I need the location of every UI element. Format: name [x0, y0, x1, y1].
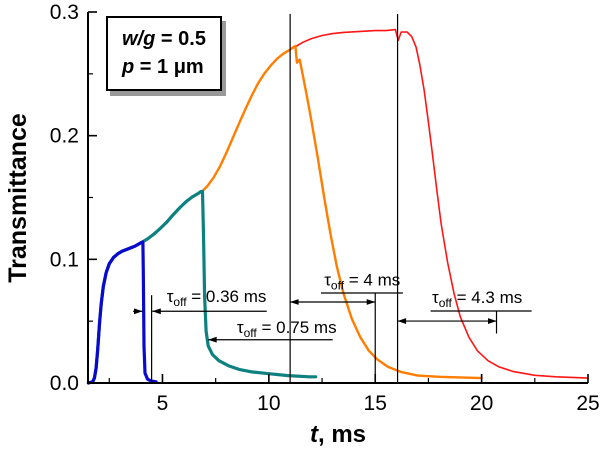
annotation-4-arrowhead — [488, 318, 497, 324]
legend-wg-variable: w/g — [122, 28, 156, 50]
annotation-1-label: τoff = 0.36 ms — [167, 287, 267, 309]
annotation-2-arrowhead — [208, 336, 217, 343]
annotation-3-arrowhead — [290, 299, 299, 305]
series-curve-blue-tau-off-0p36ms — [86, 240, 158, 385]
annotation-4-label: τoff = 4.3 ms — [432, 288, 522, 310]
x-tick-label: 20 — [470, 392, 493, 415]
x-tick-label: 10 — [257, 392, 280, 415]
x-tick-label: 25 — [576, 392, 599, 415]
y-tick-label: 0.1 — [50, 248, 79, 271]
legend-line-wg: w/g = 0.5 — [122, 25, 206, 53]
annotation-1-arrowhead — [152, 308, 161, 315]
annotation-2-label: τoff = 0.75 ms — [237, 318, 337, 340]
y-tick-label: 0.0 — [50, 372, 79, 395]
legend-pitch-variable: p — [122, 56, 135, 78]
y-tick-label: 0.3 — [50, 1, 79, 24]
annotation-3-label: τoff = 4 ms — [324, 270, 400, 292]
x-tick-label: 5 — [157, 392, 169, 415]
legend-box: w/g = 0.5 p = 1 μm — [106, 16, 222, 91]
annotation-1-arrowhead — [134, 308, 143, 315]
legend-wg-value: = 0.5 — [155, 28, 206, 50]
legend-line-pitch: p = 1 μm — [122, 53, 206, 81]
x-tick-label: 15 — [364, 392, 387, 415]
annotation-3-arrowhead — [366, 299, 376, 305]
annotation-4-arrowhead — [397, 318, 407, 324]
x-axis-title: t, ms — [310, 421, 366, 448]
legend-pitch-value: = 1 μm — [134, 56, 204, 78]
y-tick-label: 0.2 — [50, 125, 79, 148]
y-axis-title: Transmittance — [4, 113, 32, 283]
